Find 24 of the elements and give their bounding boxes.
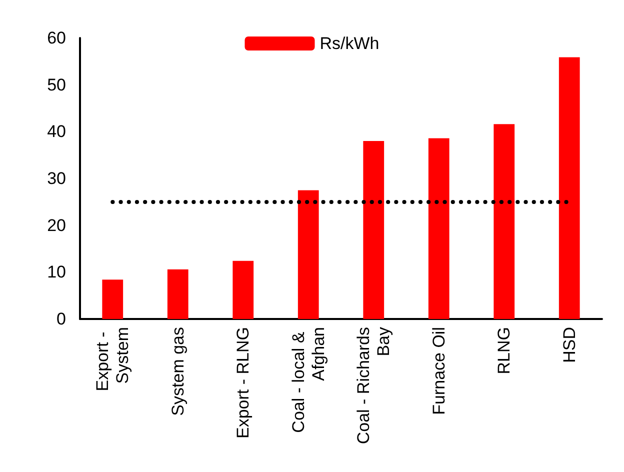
- x-tick-label: Furnace Oil: [429, 327, 448, 415]
- bar: [428, 138, 450, 319]
- x-tick-label: System gas: [168, 327, 188, 416]
- y-tick-label: 50: [47, 75, 66, 94]
- x-tick-label: Coal - Richards Bay: [354, 326, 394, 444]
- x-tick-label: HSD: [560, 327, 579, 363]
- bar: [363, 141, 384, 319]
- bar: [167, 269, 188, 319]
- bar: [558, 57, 580, 319]
- y-tick-label: 40: [47, 122, 66, 142]
- x-tick-label: Export - System: [93, 327, 132, 392]
- bar: [232, 260, 254, 319]
- y-tick-label: 20: [47, 216, 66, 235]
- bar: [298, 190, 319, 319]
- y-tick-label: 10: [47, 262, 66, 282]
- x-tick-label: Export - RLNG: [234, 327, 253, 438]
- bar: [494, 124, 515, 319]
- x-tick-label: Coal - local & Afghan: [288, 327, 328, 433]
- y-tick-label: 30: [47, 169, 66, 188]
- bar: [102, 280, 124, 319]
- legend-label: Rs/kWh: [320, 34, 380, 53]
- x-tick-label: RLNG: [494, 327, 514, 374]
- y-tick-label: 60: [47, 28, 66, 48]
- y-tick-label: 0: [56, 310, 66, 328]
